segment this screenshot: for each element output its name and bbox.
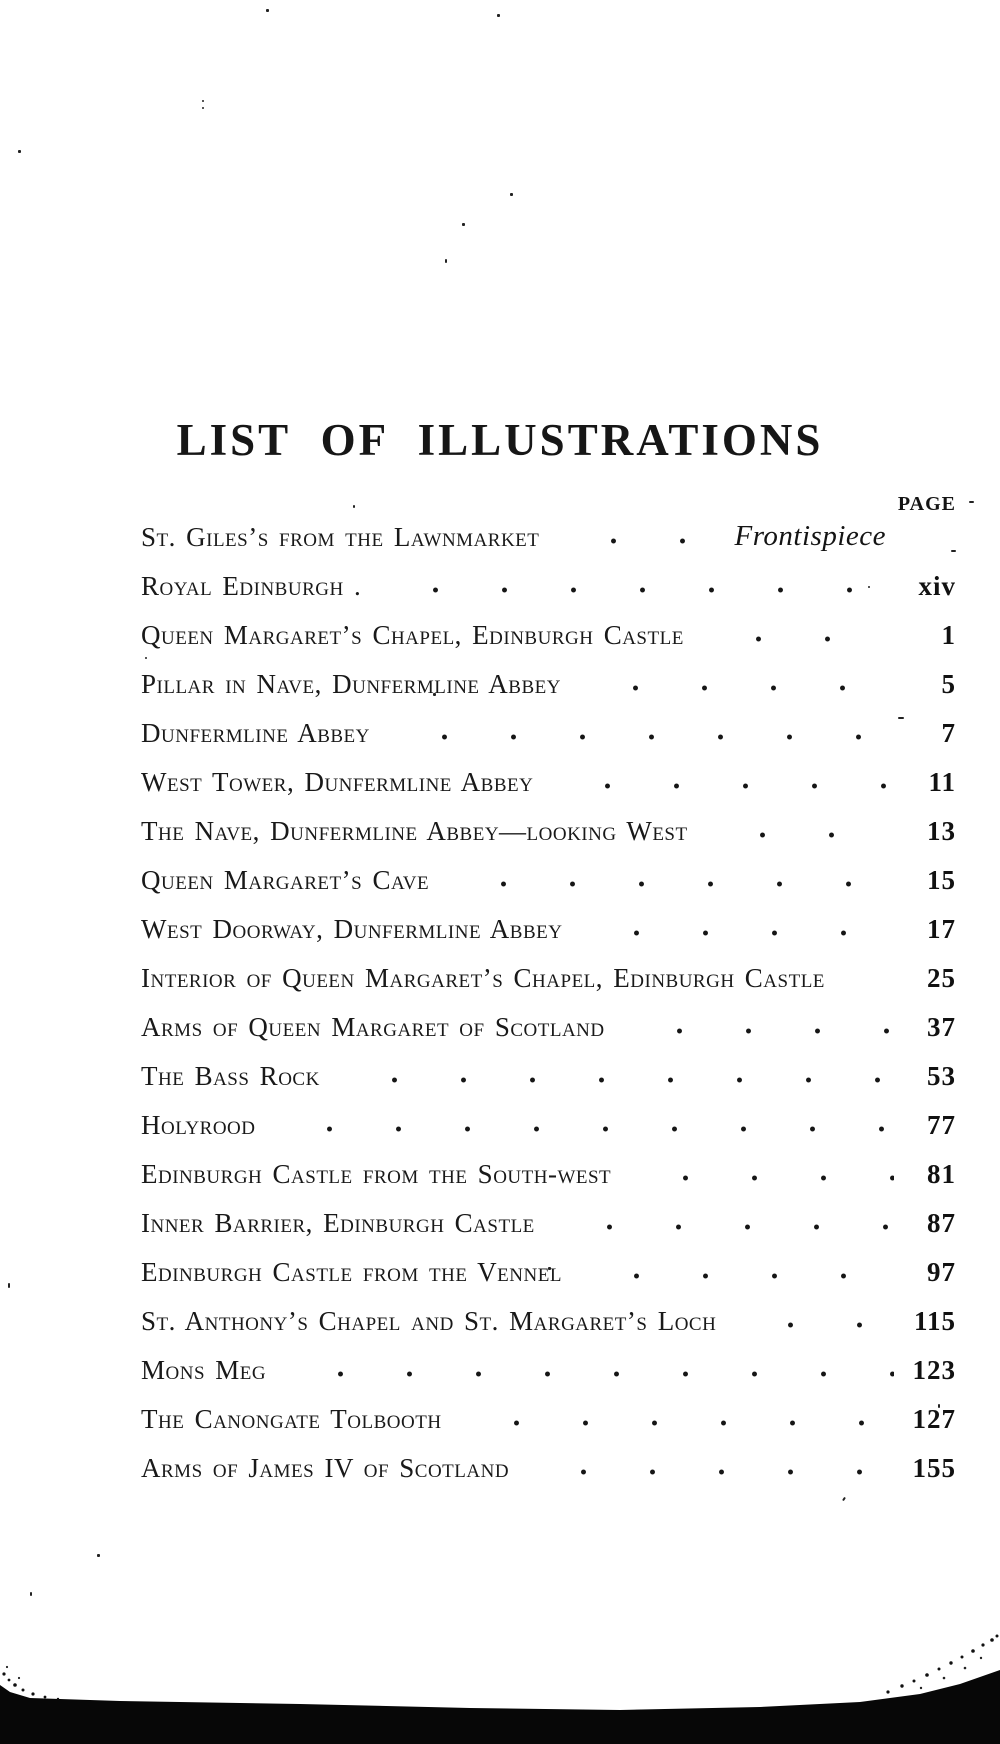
toc-row: Dunfermline Abbey 7 xyxy=(141,698,956,747)
dot-leader xyxy=(577,1273,894,1279)
toc-row: Queen Margaret’s Cave 15 xyxy=(141,845,956,894)
page-ref: 37 xyxy=(927,1012,956,1042)
illustration-title: Arms of Queen Margaret of Scotland xyxy=(141,1012,605,1042)
illustration-title: The Bass Rock xyxy=(141,1061,320,1091)
dot-leader xyxy=(620,1028,894,1034)
illustration-title: Pillar in Nave, Dunfermline Abbey xyxy=(141,669,561,699)
page-title: LIST OF ILLUSTRATIONS xyxy=(176,415,824,466)
dot-leader xyxy=(732,1322,894,1328)
illustration-title: The Nave, Dunfermline Abbey—looking West xyxy=(141,816,688,846)
toc-row: St. Anthony’s Chapel and St. Margaret’s … xyxy=(141,1286,956,1335)
dot-leader xyxy=(627,1175,894,1181)
toc-row: Royal Edinburgh . xiv xyxy=(141,551,956,600)
toc-row: The Canongate Tolbooth 127 xyxy=(141,1384,956,1433)
toc-row: Edinburgh Castle from the Vennel 97 xyxy=(141,1237,956,1286)
illustration-title: West Doorway, Dunfermline Abbey xyxy=(141,914,563,944)
page-ref: 53 xyxy=(927,1061,956,1091)
toc-row: Holyrood 77 xyxy=(141,1090,956,1139)
dot-leader xyxy=(335,1077,894,1083)
dot-leader xyxy=(271,1126,894,1132)
toc-row: Inner Barrier, Edinburgh Castle 87 xyxy=(141,1188,956,1237)
dot-leader xyxy=(550,1224,894,1230)
page-ref: 11 xyxy=(928,767,956,797)
page-ref: 15 xyxy=(927,865,956,895)
page-ref: 1 xyxy=(941,620,956,650)
illustration-title: Arms of James IV of Scotland xyxy=(141,1453,510,1483)
page-ref: 115 xyxy=(913,1306,956,1336)
page-ref: 7 xyxy=(941,718,956,748)
dot-leader xyxy=(282,1371,894,1377)
dot-leader xyxy=(549,783,894,789)
illustration-title: Interior of Queen Margaret’s Chapel, Edi… xyxy=(141,963,825,993)
illustration-title: The Canongate Tolbooth xyxy=(141,1404,442,1434)
page-ref: 87 xyxy=(927,1208,956,1238)
page-ref: 25 xyxy=(927,963,956,993)
page-ref: 127 xyxy=(912,1404,956,1434)
toc-row: Arms of Queen Margaret of Scotland 37 xyxy=(141,992,956,1041)
page-ref: 5 xyxy=(941,669,956,699)
dot-leader xyxy=(703,832,894,838)
page-ref: 155 xyxy=(912,1453,956,1483)
page-ref: 97 xyxy=(927,1257,956,1287)
toc-row: St. Giles’s from the Lawnmarket Frontisp… xyxy=(141,502,956,551)
dot-leader xyxy=(377,587,894,593)
illustration-title: Holyrood xyxy=(141,1110,256,1140)
toc-rows: St. Giles’s from the Lawnmarket Frontisp… xyxy=(141,502,956,1482)
dot-leader xyxy=(385,734,894,740)
toc-row: Interior of Queen Margaret’s Chapel, Edi… xyxy=(141,943,956,992)
dot-leader xyxy=(457,1420,894,1426)
scan-gutter-shadow xyxy=(0,1634,1000,1744)
illustration-title: Mons Meg xyxy=(141,1355,267,1385)
illustration-title: West Tower, Dunfermline Abbey xyxy=(141,767,534,797)
page-ref: 81 xyxy=(927,1159,956,1189)
page-ref: xiv xyxy=(918,571,956,601)
toc-row: Arms of James IV of Scotland 155 xyxy=(141,1433,956,1482)
toc-row: The Bass Rock 53 xyxy=(141,1041,956,1090)
toc-row: The Nave, Dunfermline Abbey—looking West… xyxy=(141,796,956,845)
page-ref: Frontispiece xyxy=(734,520,886,552)
page-ref: 77 xyxy=(927,1110,956,1140)
toc-row: Edinburgh Castle from the South-west 81 xyxy=(141,1139,956,1188)
dot-leader xyxy=(576,685,894,691)
dot-leader xyxy=(840,979,894,985)
dot-leader xyxy=(699,636,894,642)
illustration-title: Royal Edinburgh . xyxy=(141,571,362,601)
toc-row: West Doorway, Dunfermline Abbey 17 xyxy=(141,894,956,943)
page-ref: 13 xyxy=(927,816,956,846)
page-ref: 17 xyxy=(927,914,956,944)
illustration-title: St. Anthony’s Chapel and St. Margaret’s … xyxy=(141,1306,717,1336)
illustration-title: Edinburgh Castle from the South-west xyxy=(141,1159,612,1189)
illustration-title: Queen Margaret’s Chapel, Edinburgh Castl… xyxy=(141,620,684,650)
page-column-header: PAGE xyxy=(897,493,956,515)
dot-leader xyxy=(555,538,723,544)
illustration-title: St. Giles’s from the Lawnmarket xyxy=(141,522,540,552)
illustration-title: Edinburgh Castle from the Vennel xyxy=(141,1257,562,1287)
dot-leader xyxy=(525,1469,894,1475)
illustration-title: Inner Barrier, Edinburgh Castle xyxy=(141,1208,535,1238)
toc-row: Mons Meg 123 xyxy=(141,1335,956,1384)
page-ref: 123 xyxy=(912,1355,956,1385)
toc-row: Queen Margaret’s Chapel, Edinburgh Castl… xyxy=(141,600,956,649)
illustration-title: Queen Margaret’s Cave xyxy=(141,865,430,895)
dot-leader xyxy=(445,881,894,887)
toc-row: West Tower, Dunfermline Abbey 11 xyxy=(141,747,956,796)
dot-leader xyxy=(578,930,894,936)
illustration-title: Dunfermline Abbey xyxy=(141,718,370,748)
toc-row: Pillar in Nave, Dunfermline Abbey 5 xyxy=(141,649,956,698)
